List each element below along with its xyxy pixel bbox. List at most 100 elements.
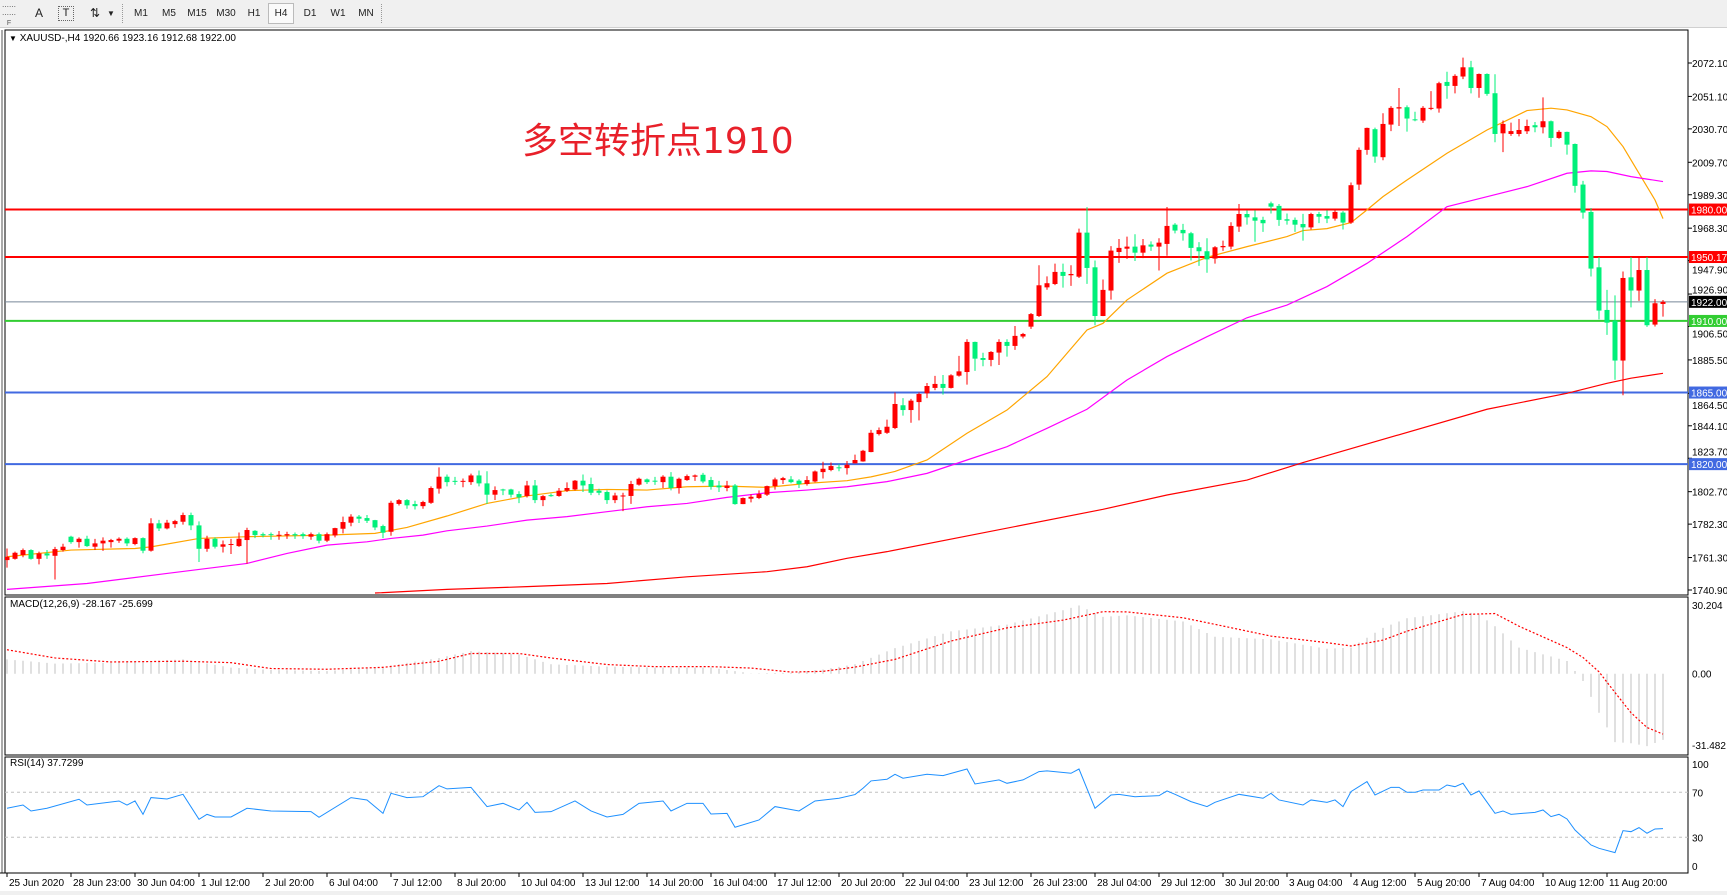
candle [548,493,554,497]
candle [1500,120,1506,153]
candle [1436,81,1442,113]
candle [788,476,794,484]
candle-body [1156,242,1162,247]
candle [1276,203,1282,226]
price-chart[interactable]: 2072.10 2051.10 2030.70 2009.70 1989.30 1968.… [0,27,1727,895]
level-label-bg [1689,203,1727,216]
candle-body [60,546,66,551]
timeframe-d1[interactable]: D1 [303,8,317,19]
candle-body [740,498,746,505]
candle-body [940,383,946,388]
candle-body [564,488,570,491]
candle-body [1476,73,1482,88]
candle [620,492,626,512]
level-label-bg [1689,295,1727,308]
candle-body [652,480,658,482]
text-icon[interactable]: A [34,6,43,20]
candle [1412,111,1418,122]
timeframe-m5[interactable]: M5 [162,8,176,19]
x-tick-label: 1 Jul 12:00 [201,878,250,889]
candle [1076,228,1082,278]
candle-body [1556,131,1562,138]
candle-body [1596,267,1602,311]
y-tick-label: 2051.10 [1692,92,1727,103]
candle-body [1300,224,1306,228]
candle-body [580,480,586,486]
candle [396,499,402,506]
text-label-icon[interactable]: T [58,6,74,21]
y-tick-label: 1968.30 [1692,224,1727,235]
grid-icon[interactable]: ⋯⋯ ⋯⋯F [2,4,16,27]
y-tick-label: 1823.70 [1692,448,1727,459]
candle-body [1308,214,1314,228]
candle-body [1396,107,1402,109]
y-tick-label: 1989.30 [1692,191,1727,202]
timeframe-mn[interactable]: MN [358,8,374,19]
candle [516,491,522,504]
candle-body [372,520,378,528]
collapse-triangle-icon[interactable]: ▼ [9,34,17,43]
x-tick-label: 28 Jul 04:00 [1097,878,1152,889]
candle-body [308,534,314,537]
candle-body [1548,121,1554,138]
candle [1388,106,1394,132]
timeframe-m15[interactable]: M15 [187,8,207,19]
candle-body [76,538,82,543]
timeframe-w1[interactable]: W1 [330,8,346,19]
candle [980,352,986,367]
candle-body [1076,232,1082,277]
candle [1196,242,1202,266]
candle [1452,74,1458,94]
candle-body [1196,247,1202,252]
candle-body [364,518,370,521]
candle [932,375,938,391]
timeframe-m30[interactable]: M30 [216,8,236,19]
candle-body [964,341,970,373]
x-tick-label: 7 Jul 12:00 [393,878,442,889]
candle [1652,299,1658,327]
candle [604,490,610,504]
candle-body [124,538,130,544]
candle-body [1004,341,1010,346]
candle-body [1124,246,1130,249]
y-tick-label: 1864.50 [1692,401,1727,412]
candle-body [92,543,98,547]
candle [20,548,26,558]
timeframe-h4[interactable]: H4 [268,3,294,24]
candle [1548,120,1554,147]
candle [1228,222,1234,250]
candle [964,339,970,385]
candle [1004,339,1010,357]
candle-body [620,495,626,497]
candle-body [156,523,162,529]
candle [460,478,466,488]
candle [1108,246,1114,300]
candle-body [924,386,930,394]
candle-body [1260,219,1266,224]
candle-body [196,525,202,549]
timeframe-h1[interactable]: H1 [247,8,261,19]
candle-body [1436,83,1442,109]
toolbar: ⋯⋯ ⋯⋯F A T ⇅ ▼ M1 M5 M15 M30 H1 H4 D1 W1 … [0,0,1727,28]
candle [988,351,994,367]
candle-body [756,494,762,499]
candle [12,551,18,560]
candle [140,537,146,554]
candle-body [1612,320,1618,361]
macd-tick-label: 30.204 [1692,601,1723,612]
candle-body [644,479,650,483]
chevron-down-icon[interactable]: ▼ [107,9,115,18]
candle [972,341,978,371]
candle [108,538,114,548]
candle [908,398,914,423]
timeframe-m1[interactable]: M1 [134,8,148,19]
rsi-line [6,768,1664,854]
candle [484,471,490,504]
candle [188,512,194,531]
candle [444,474,450,487]
candle-body [36,553,42,559]
candle [876,427,882,436]
candle [1268,201,1274,214]
candle-body [100,540,106,544]
arrows-icon[interactable]: ⇅ [89,6,101,20]
